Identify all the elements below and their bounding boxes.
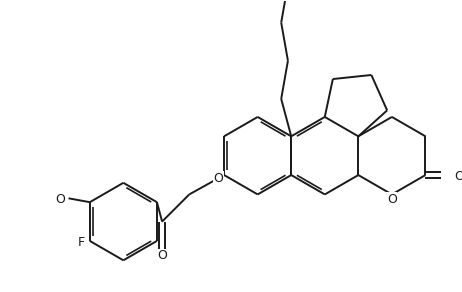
- Text: O: O: [213, 172, 223, 185]
- Text: F: F: [78, 236, 85, 249]
- Text: O: O: [157, 249, 167, 263]
- Text: O: O: [387, 192, 397, 206]
- Text: O: O: [455, 170, 462, 183]
- Text: O: O: [55, 193, 66, 206]
